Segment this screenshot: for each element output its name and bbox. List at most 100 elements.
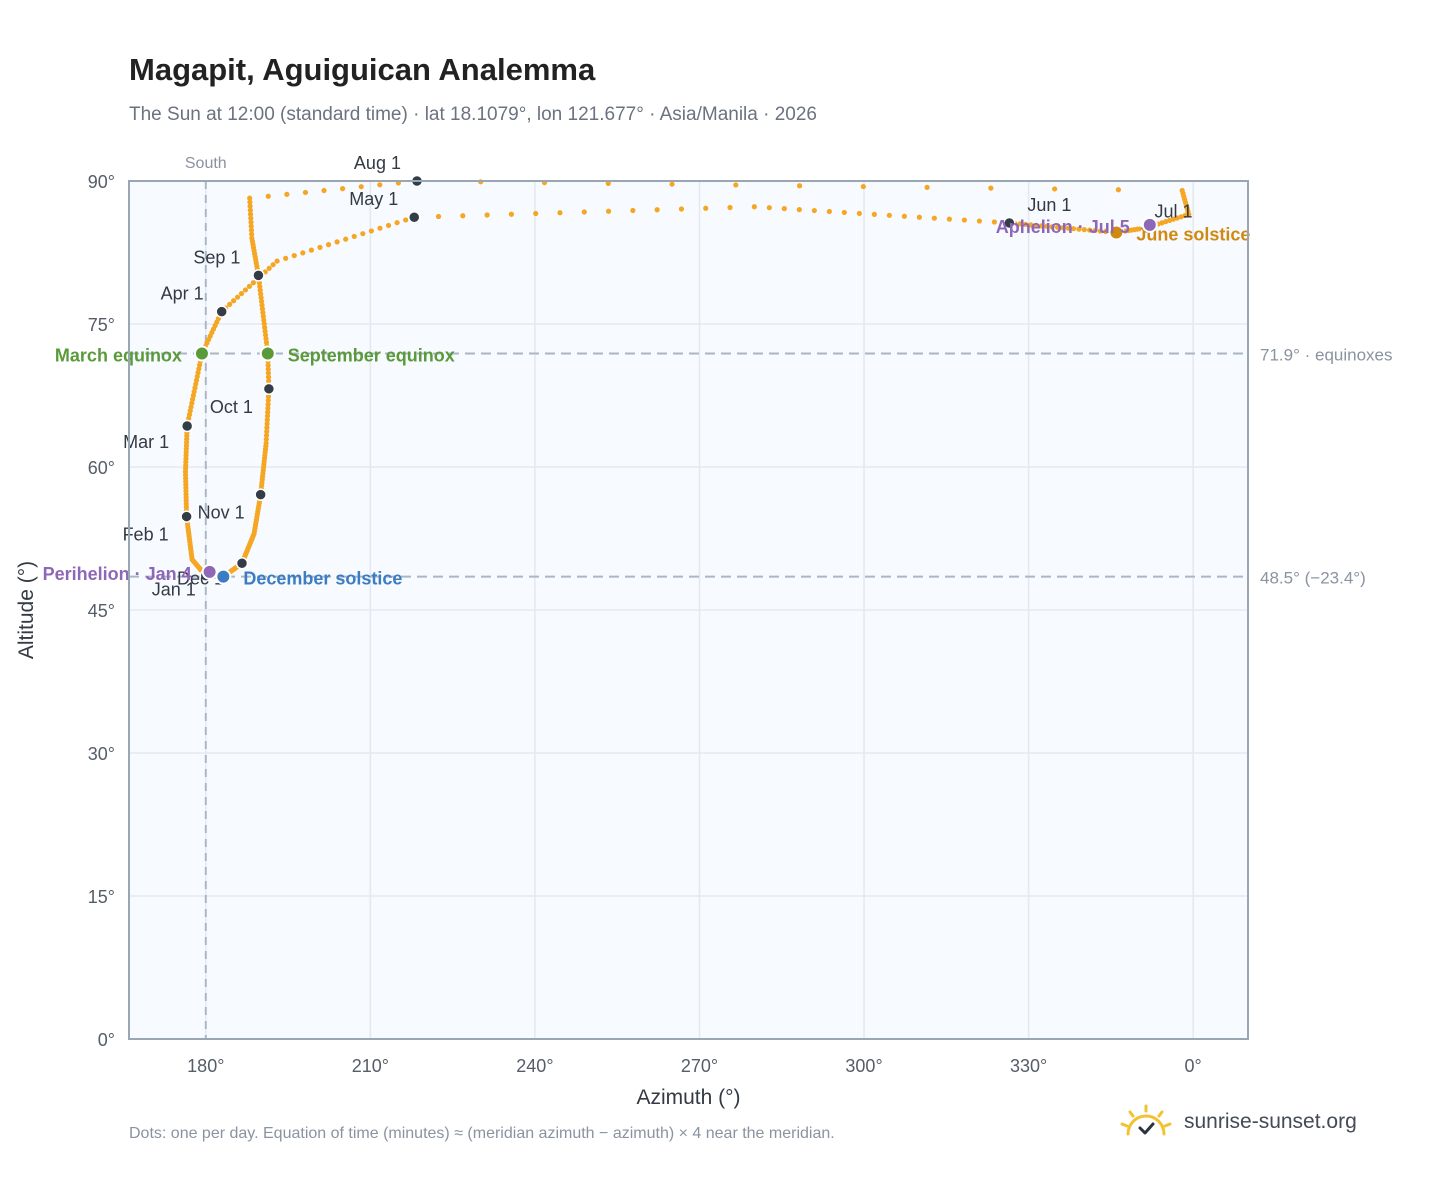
daily-dot: [841, 209, 847, 216]
month-marker: [180, 419, 194, 433]
daily-dot: [1092, 227, 1098, 234]
daily-dot: [265, 374, 272, 380]
daily-dot: [265, 193, 271, 199]
x-axis-label: Azimuth (°): [636, 1086, 740, 1109]
daily-dot: [247, 211, 254, 217]
reference-label: 48.5° (−23.4°): [1260, 569, 1366, 588]
daily-dot: [961, 217, 967, 223]
daily-dot: [557, 210, 563, 216]
daily-dot: [234, 294, 241, 300]
daily-dot: [733, 182, 739, 188]
daily-dot: [368, 228, 374, 234]
daily-dot: [270, 262, 276, 268]
daily-dot: [781, 206, 787, 212]
daily-dot: [1076, 226, 1082, 232]
daily-dot: [508, 211, 515, 217]
daily-dot: [678, 206, 685, 212]
daily-dot: [796, 183, 803, 189]
daily-dot: [248, 215, 254, 221]
month-label: Jan 1: [152, 580, 196, 600]
daily-dot: [265, 405, 271, 411]
brand[interactable]: sunrise-sunset.org: [1120, 1104, 1357, 1140]
daily-dot: [265, 397, 271, 404]
daily-dot: [265, 366, 271, 372]
y-tick-label: 45°: [88, 601, 115, 621]
daily-dot: [247, 199, 253, 205]
daily-dot: [1081, 227, 1087, 233]
plot-frame: [128, 180, 1249, 1040]
event-marker: [201, 563, 218, 580]
daily-dot: [266, 378, 272, 384]
daily-dot: [931, 215, 937, 221]
daily-dot: [351, 233, 357, 240]
daily-dot: [1022, 221, 1029, 227]
daily-dot: [265, 393, 272, 400]
daily-dot: [605, 208, 612, 214]
daily-dot: [826, 208, 832, 215]
event-label: September equinox: [288, 346, 455, 366]
daily-dot: [484, 212, 490, 218]
daily-dot: [886, 212, 892, 218]
daily-dot: [377, 182, 383, 188]
daily-dot: [246, 283, 253, 289]
daily-dot: [264, 421, 270, 427]
daily-dot: [988, 185, 994, 191]
daily-dot: [283, 255, 289, 261]
daily-dot: [334, 239, 340, 245]
daily-dot: [263, 436, 269, 442]
daily-dot: [403, 217, 409, 223]
reference-label: 71.9° · equinoxes: [1260, 346, 1393, 365]
daily-dot: [796, 207, 802, 213]
month-label: May 1: [349, 189, 398, 209]
daily-dot: [1115, 187, 1122, 193]
month-marker: [252, 269, 265, 282]
month-label: Apr 1: [161, 284, 204, 304]
month-marker: [407, 210, 421, 224]
daily-dot: [811, 207, 817, 214]
x-tick-label: 240°: [516, 1056, 553, 1076]
month-label: Mar 1: [123, 432, 169, 452]
x-tick-label: 0°: [1185, 1056, 1202, 1076]
daily-dot: [916, 214, 922, 220]
daily-dot: [242, 287, 249, 293]
brand-name: sunrise-sunset.org: [1184, 1110, 1357, 1133]
month-marker: [1003, 216, 1016, 230]
y-tick-label: 0°: [98, 1030, 115, 1050]
daily-dot: [264, 417, 270, 423]
daily-dot: [385, 222, 392, 229]
daily-dot: [265, 401, 271, 407]
daily-dot: [247, 203, 253, 209]
daily-dot: [460, 213, 466, 219]
event-marker: [193, 345, 210, 362]
daily-dot: [300, 250, 306, 256]
chart-title: Magapit, Aguiguican Analemma: [129, 52, 596, 87]
daily-dot: [264, 428, 270, 435]
daily-dot: [901, 213, 907, 219]
month-label: Oct 1: [210, 397, 253, 417]
daily-dot: [1065, 225, 1071, 231]
daily-dot: [1038, 223, 1045, 229]
daily-dot: [247, 195, 253, 201]
month-marker: [235, 557, 249, 570]
event-label: March equinox: [55, 346, 182, 366]
daily-dot: [1017, 221, 1023, 227]
x-tick-label: 330°: [1010, 1056, 1047, 1076]
event-marker: [1141, 216, 1158, 233]
daily-dot: [248, 223, 254, 229]
event-marker: [215, 568, 232, 585]
daily-dot: [250, 280, 256, 286]
daily-dot: [1103, 228, 1109, 235]
daily-dot: [1049, 224, 1055, 230]
daily-dot: [581, 209, 587, 215]
daily-dot: [605, 180, 611, 186]
event-markers: March equinox September equinox December s…: [43, 216, 1250, 589]
daily-dot: [325, 242, 332, 248]
reference-lines: South 71.9° · equinoxes 48.5° (−23.4°): [129, 155, 1393, 1039]
daily-dot: [871, 211, 877, 217]
daily-dot: [924, 184, 930, 190]
daily-dot: [1179, 187, 1185, 194]
y-tick-label: 15°: [88, 887, 115, 907]
daily-dot: [1028, 222, 1034, 228]
daily-dot: [669, 181, 675, 187]
x-tick-label: 300°: [845, 1056, 882, 1076]
